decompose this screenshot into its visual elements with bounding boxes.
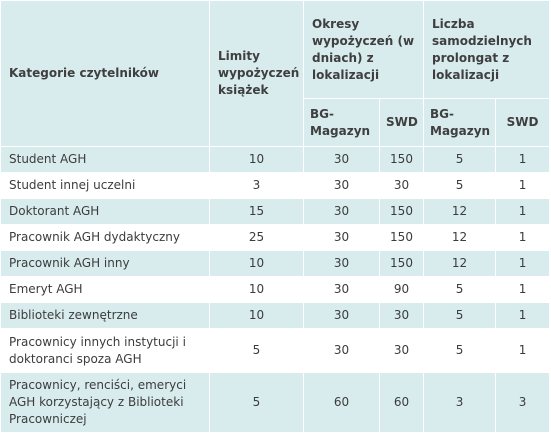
row-period-swd: 30 (378, 172, 425, 199)
row-ext-bg: 12 (423, 250, 497, 277)
row-limit: 5 (209, 372, 304, 433)
table-row: Pracownik AGH dydaktyczny 25 30 150 12 1 (0, 224, 551, 251)
header-limits: Limity wypożyczeń książek (209, 0, 304, 147)
row-ext-swd: 1 (495, 224, 551, 251)
table-row: Pracownik AGH inny 10 30 150 12 1 (0, 250, 551, 277)
row-category: Pracownik AGH inny (0, 250, 210, 277)
header-ext-bg: BG-Magazyn (423, 98, 497, 147)
row-category: Student AGH (0, 146, 210, 173)
row-category: Pracownik AGH dydaktyczny (0, 224, 210, 251)
row-limit: 3 (209, 172, 304, 199)
row-ext-bg: 3 (423, 372, 497, 433)
header-periods: Okresy wypożyczeń (w dniach) z lokalizac… (302, 0, 425, 99)
row-period-swd: 150 (378, 250, 425, 277)
row-period-bg: 30 (303, 172, 380, 199)
row-category: Biblioteki zewnętrzne (0, 302, 210, 329)
header-ext-swd: SWD (495, 98, 551, 147)
row-ext-bg: 5 (423, 276, 497, 303)
row-period-bg: 30 (303, 146, 380, 173)
row-period-swd: 30 (378, 302, 425, 329)
row-period-swd: 90 (378, 276, 425, 303)
row-ext-bg: 5 (423, 328, 497, 373)
row-ext-swd: 1 (495, 250, 551, 277)
header-period-swd: SWD (378, 98, 425, 147)
row-period-bg: 30 (303, 328, 380, 373)
row-ext-swd: 1 (495, 146, 551, 173)
table-row: Student innej uczelni 3 30 30 5 1 (0, 172, 551, 199)
row-limit: 15 (209, 198, 304, 225)
table-body: Student AGH 10 30 150 5 1 Student innej … (0, 146, 551, 433)
row-period-bg: 30 (303, 302, 380, 329)
table-row: Student AGH 10 30 150 5 1 (0, 146, 551, 173)
row-ext-swd: 1 (495, 198, 551, 225)
table-header: Kategorie czytelników Limity wypożyczeń … (0, 0, 551, 147)
row-period-bg: 30 (303, 224, 380, 251)
header-period-bg: BG-Magazyn (303, 98, 380, 147)
row-ext-swd: 1 (495, 328, 551, 373)
row-period-swd: 150 (378, 224, 425, 251)
row-limit: 10 (209, 302, 304, 329)
header-category: Kategorie czytelników (0, 0, 210, 147)
table-row: Pracownicy innych instytucji i doktoranc… (0, 328, 551, 373)
table-row: Biblioteki zewnętrzne 10 30 30 5 1 (0, 302, 551, 329)
row-category: Pracownicy, renciści, emeryci AGH korzys… (0, 372, 210, 433)
row-ext-bg: 12 (423, 224, 497, 251)
row-limit: 10 (209, 250, 304, 277)
row-ext-swd: 1 (495, 276, 551, 303)
row-limit: 25 (209, 224, 304, 251)
table-row: Doktorant AGH 15 30 150 12 1 (0, 198, 551, 225)
row-category: Emeryt AGH (0, 276, 210, 303)
row-limit: 10 (209, 276, 304, 303)
table-row: Pracownicy, renciści, emeryci AGH korzys… (0, 372, 551, 433)
row-period-swd: 150 (378, 198, 425, 225)
row-period-swd: 60 (378, 372, 425, 433)
row-ext-swd: 1 (495, 172, 551, 199)
header-extensions: Liczba samodzielnych prolongat z lokaliz… (423, 0, 551, 99)
row-ext-swd: 3 (495, 372, 551, 433)
row-period-bg: 30 (303, 198, 380, 225)
row-category: Student innej uczelni (0, 172, 210, 199)
row-category: Doktorant AGH (0, 198, 210, 225)
row-category: Pracownicy innych instytucji i doktoranc… (0, 328, 210, 373)
row-period-bg: 30 (303, 276, 380, 303)
row-ext-bg: 5 (423, 172, 497, 199)
row-limit: 5 (209, 328, 304, 373)
table-row: Emeryt AGH 10 30 90 5 1 (0, 276, 551, 303)
row-period-swd: 150 (378, 146, 425, 173)
row-ext-bg: 5 (423, 146, 497, 173)
row-ext-swd: 1 (495, 302, 551, 329)
row-ext-bg: 5 (423, 302, 497, 329)
row-period-swd: 30 (378, 328, 425, 373)
header-row-sub: BG-Magazyn SWD BG-Magazyn SWD (1, 98, 551, 147)
row-limit: 10 (209, 146, 304, 173)
row-ext-bg: 12 (423, 198, 497, 225)
row-period-bg: 60 (303, 372, 380, 433)
row-period-bg: 30 (303, 250, 380, 277)
header-row-top: Kategorie czytelników Limity wypożyczeń … (0, 0, 551, 147)
